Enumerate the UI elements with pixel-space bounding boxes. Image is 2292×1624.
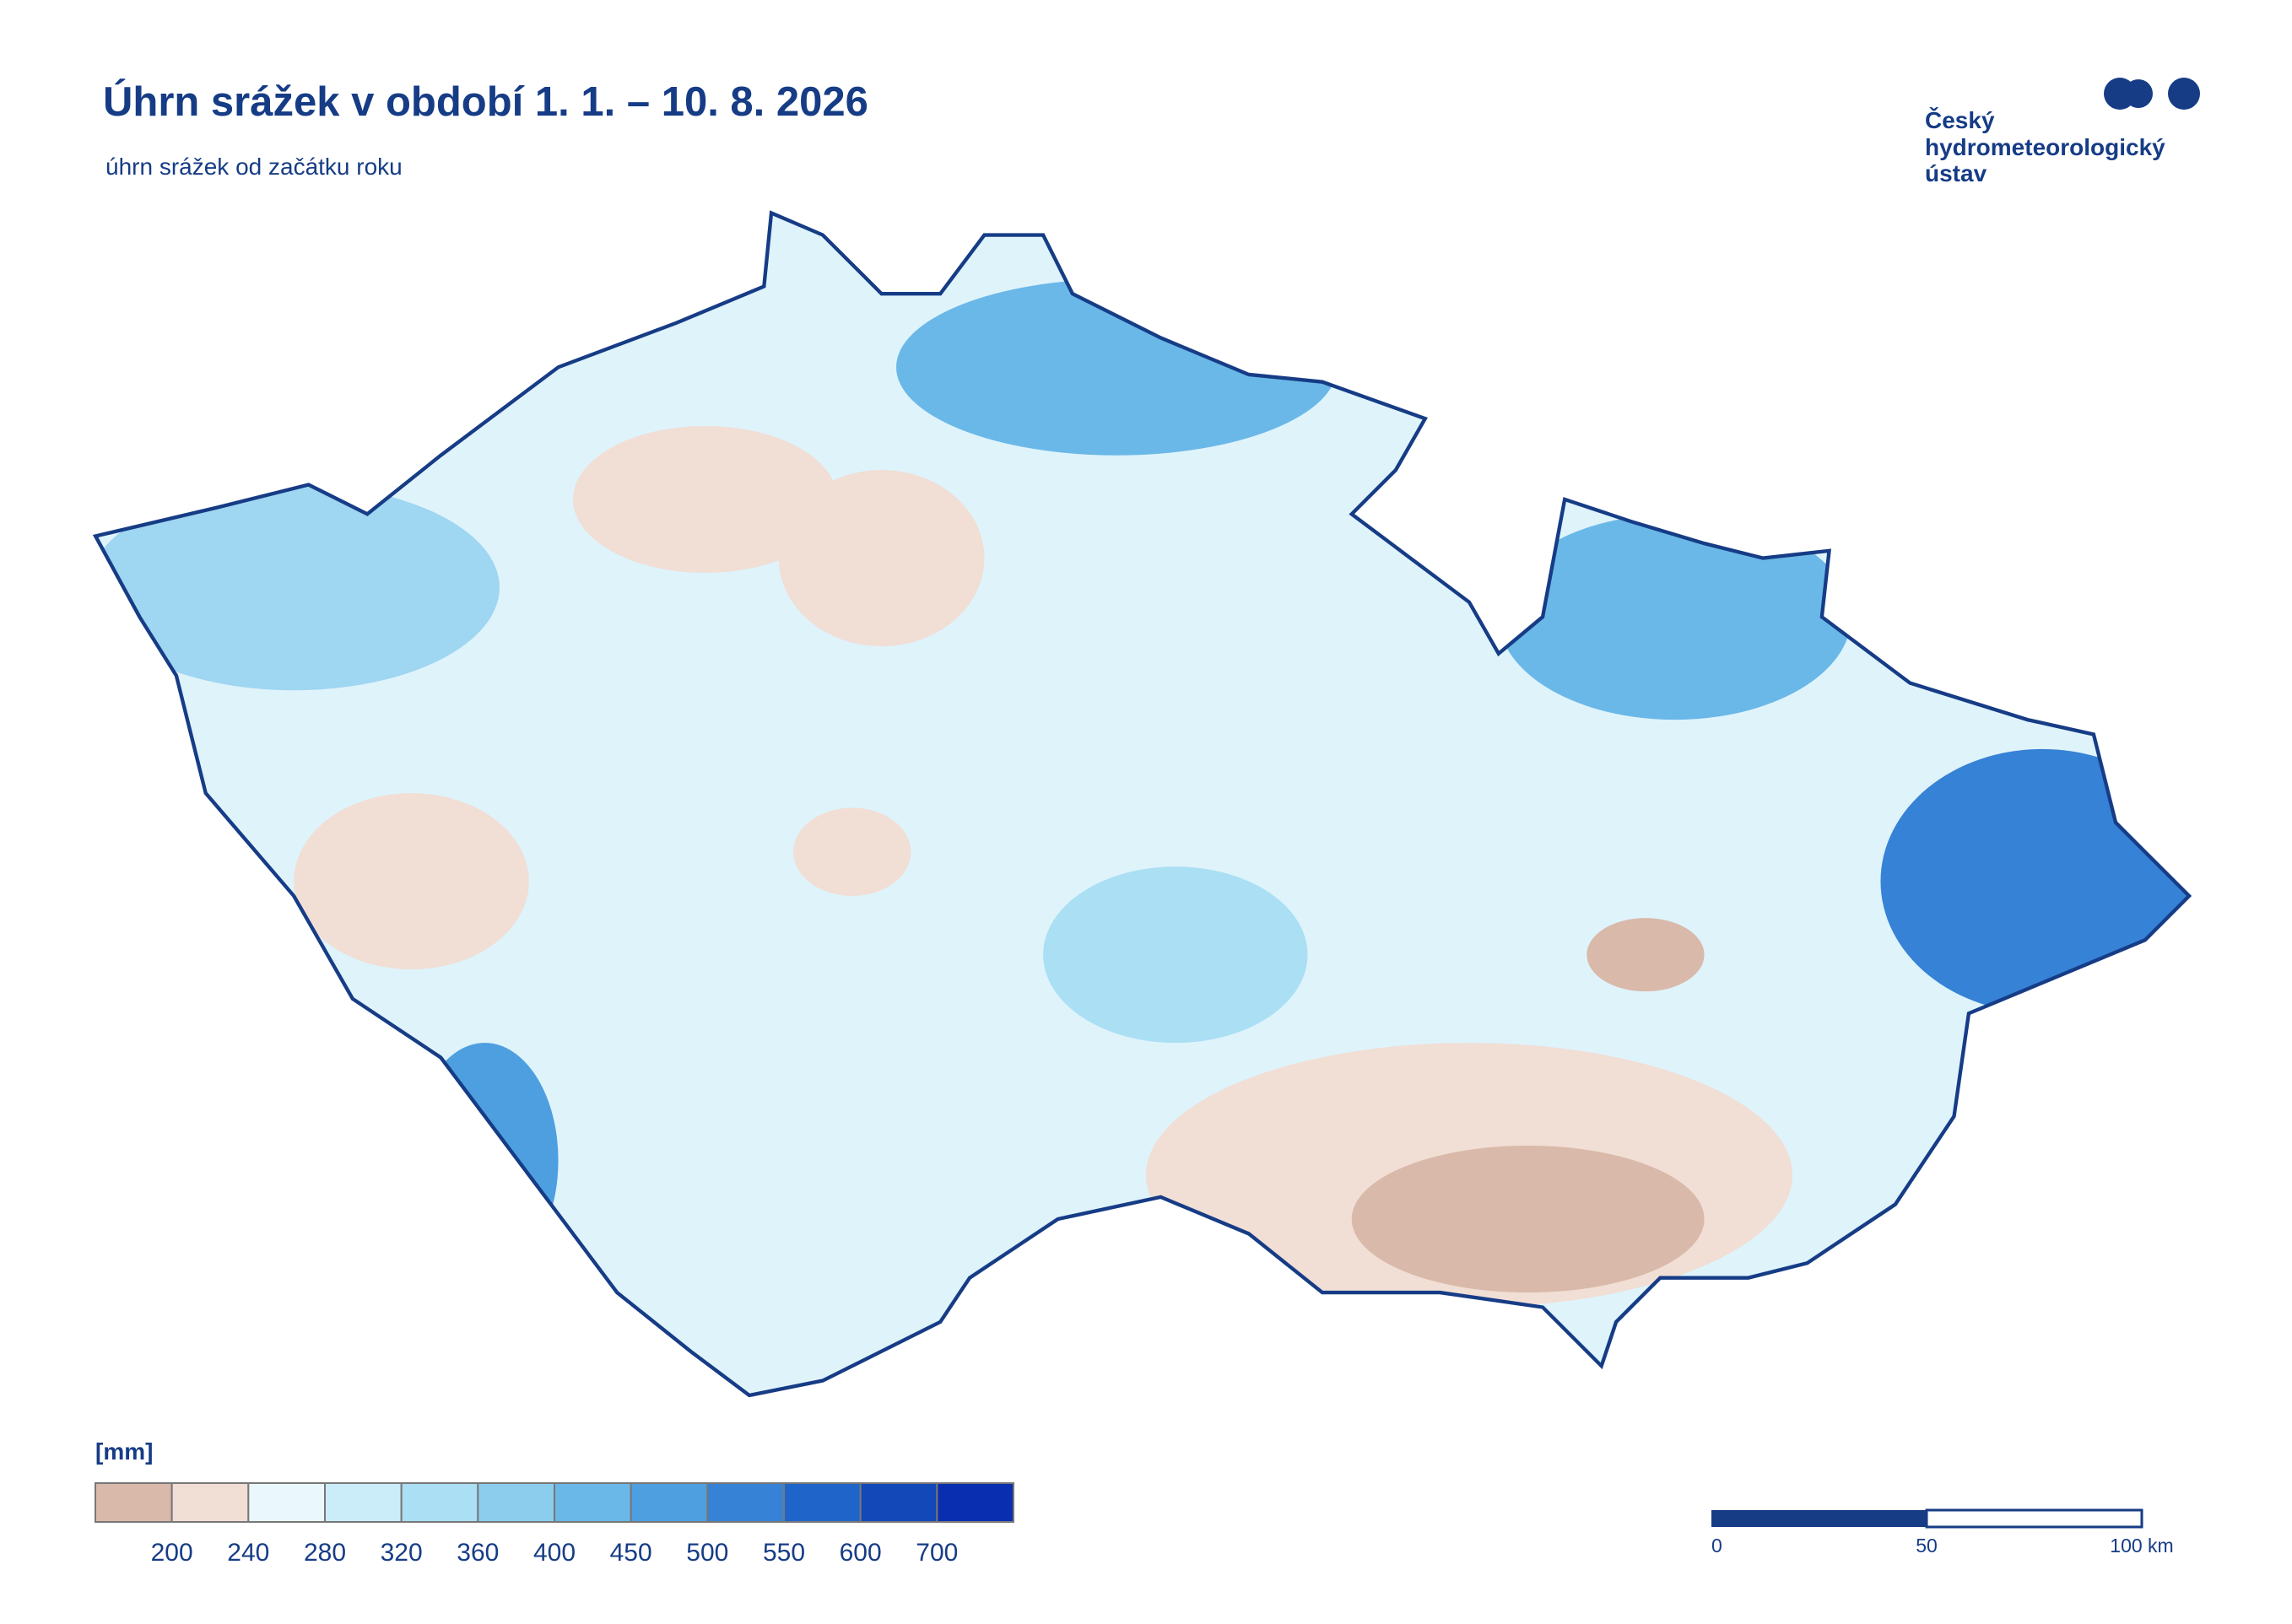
rain-area	[1880, 748, 2190, 1014]
rain-area	[1498, 514, 1851, 720]
legend-label: 360	[457, 1539, 499, 1567]
logo: Český hydrometeorologický ústav	[1925, 78, 2200, 186]
legend-swatch	[247, 1482, 327, 1523]
dry-area	[1587, 918, 1705, 992]
legend-swatch	[936, 1482, 1015, 1523]
scale-segment	[1925, 1508, 2143, 1529]
legend-label: 450	[610, 1539, 652, 1567]
legend-label: 550	[763, 1539, 805, 1567]
rain-area	[896, 278, 1338, 456]
dry-area	[294, 793, 529, 970]
scale-segment	[1711, 1510, 1927, 1527]
scale-label: 0	[1711, 1535, 1722, 1557]
legend-swatch	[554, 1482, 632, 1523]
legend-label: 240	[227, 1539, 269, 1567]
legend-swatch	[859, 1482, 938, 1523]
rain-area	[95, 484, 500, 691]
logo-text: ústav	[1925, 160, 1987, 186]
legend-label: 700	[916, 1539, 958, 1567]
legend-label: 500	[686, 1539, 728, 1567]
dry-area	[572, 425, 838, 573]
legend-label: 320	[381, 1539, 423, 1567]
legend-swatch	[706, 1482, 785, 1523]
legend-swatch	[630, 1482, 709, 1523]
subtitle: úhrn srážek od začátku roku	[105, 154, 403, 180]
legend-swatch	[170, 1482, 250, 1523]
scale-label: 100 km	[2110, 1535, 2173, 1557]
dry-area	[778, 470, 985, 647]
scale-bar: 0 50 100 km	[1711, 1508, 2174, 1557]
legend-unit: [mm]	[95, 1438, 153, 1465]
legend-swatch	[783, 1482, 862, 1523]
legend-swatch	[400, 1482, 479, 1523]
legend-swatch	[477, 1482, 555, 1523]
title: Úhrn srážek v období 1. 1. – 10. 8. 2026	[103, 78, 868, 125]
logo-text: hydrometeorologický	[1925, 134, 2165, 160]
legend-label: 280	[304, 1539, 346, 1567]
dry-area	[1351, 1145, 1705, 1293]
legend: [mm] 200 240 280 320 360 400 450 500 550 600 700	[95, 1438, 1015, 1567]
rain-area	[1043, 866, 1308, 1044]
map	[88, 206, 2203, 1411]
rain-area	[411, 1043, 559, 1278]
legend-label: 600	[840, 1539, 882, 1567]
legend-swatch	[324, 1482, 403, 1523]
logo-text: Český	[1925, 106, 1995, 133]
logo-dot	[2168, 78, 2200, 110]
scale-label: 50	[1916, 1535, 1938, 1557]
legend-label: 200	[151, 1539, 193, 1567]
legend-label: 400	[533, 1539, 576, 1567]
logo-dot	[2124, 79, 2153, 108]
dry-area	[793, 807, 911, 897]
legend-swatch	[95, 1482, 173, 1523]
